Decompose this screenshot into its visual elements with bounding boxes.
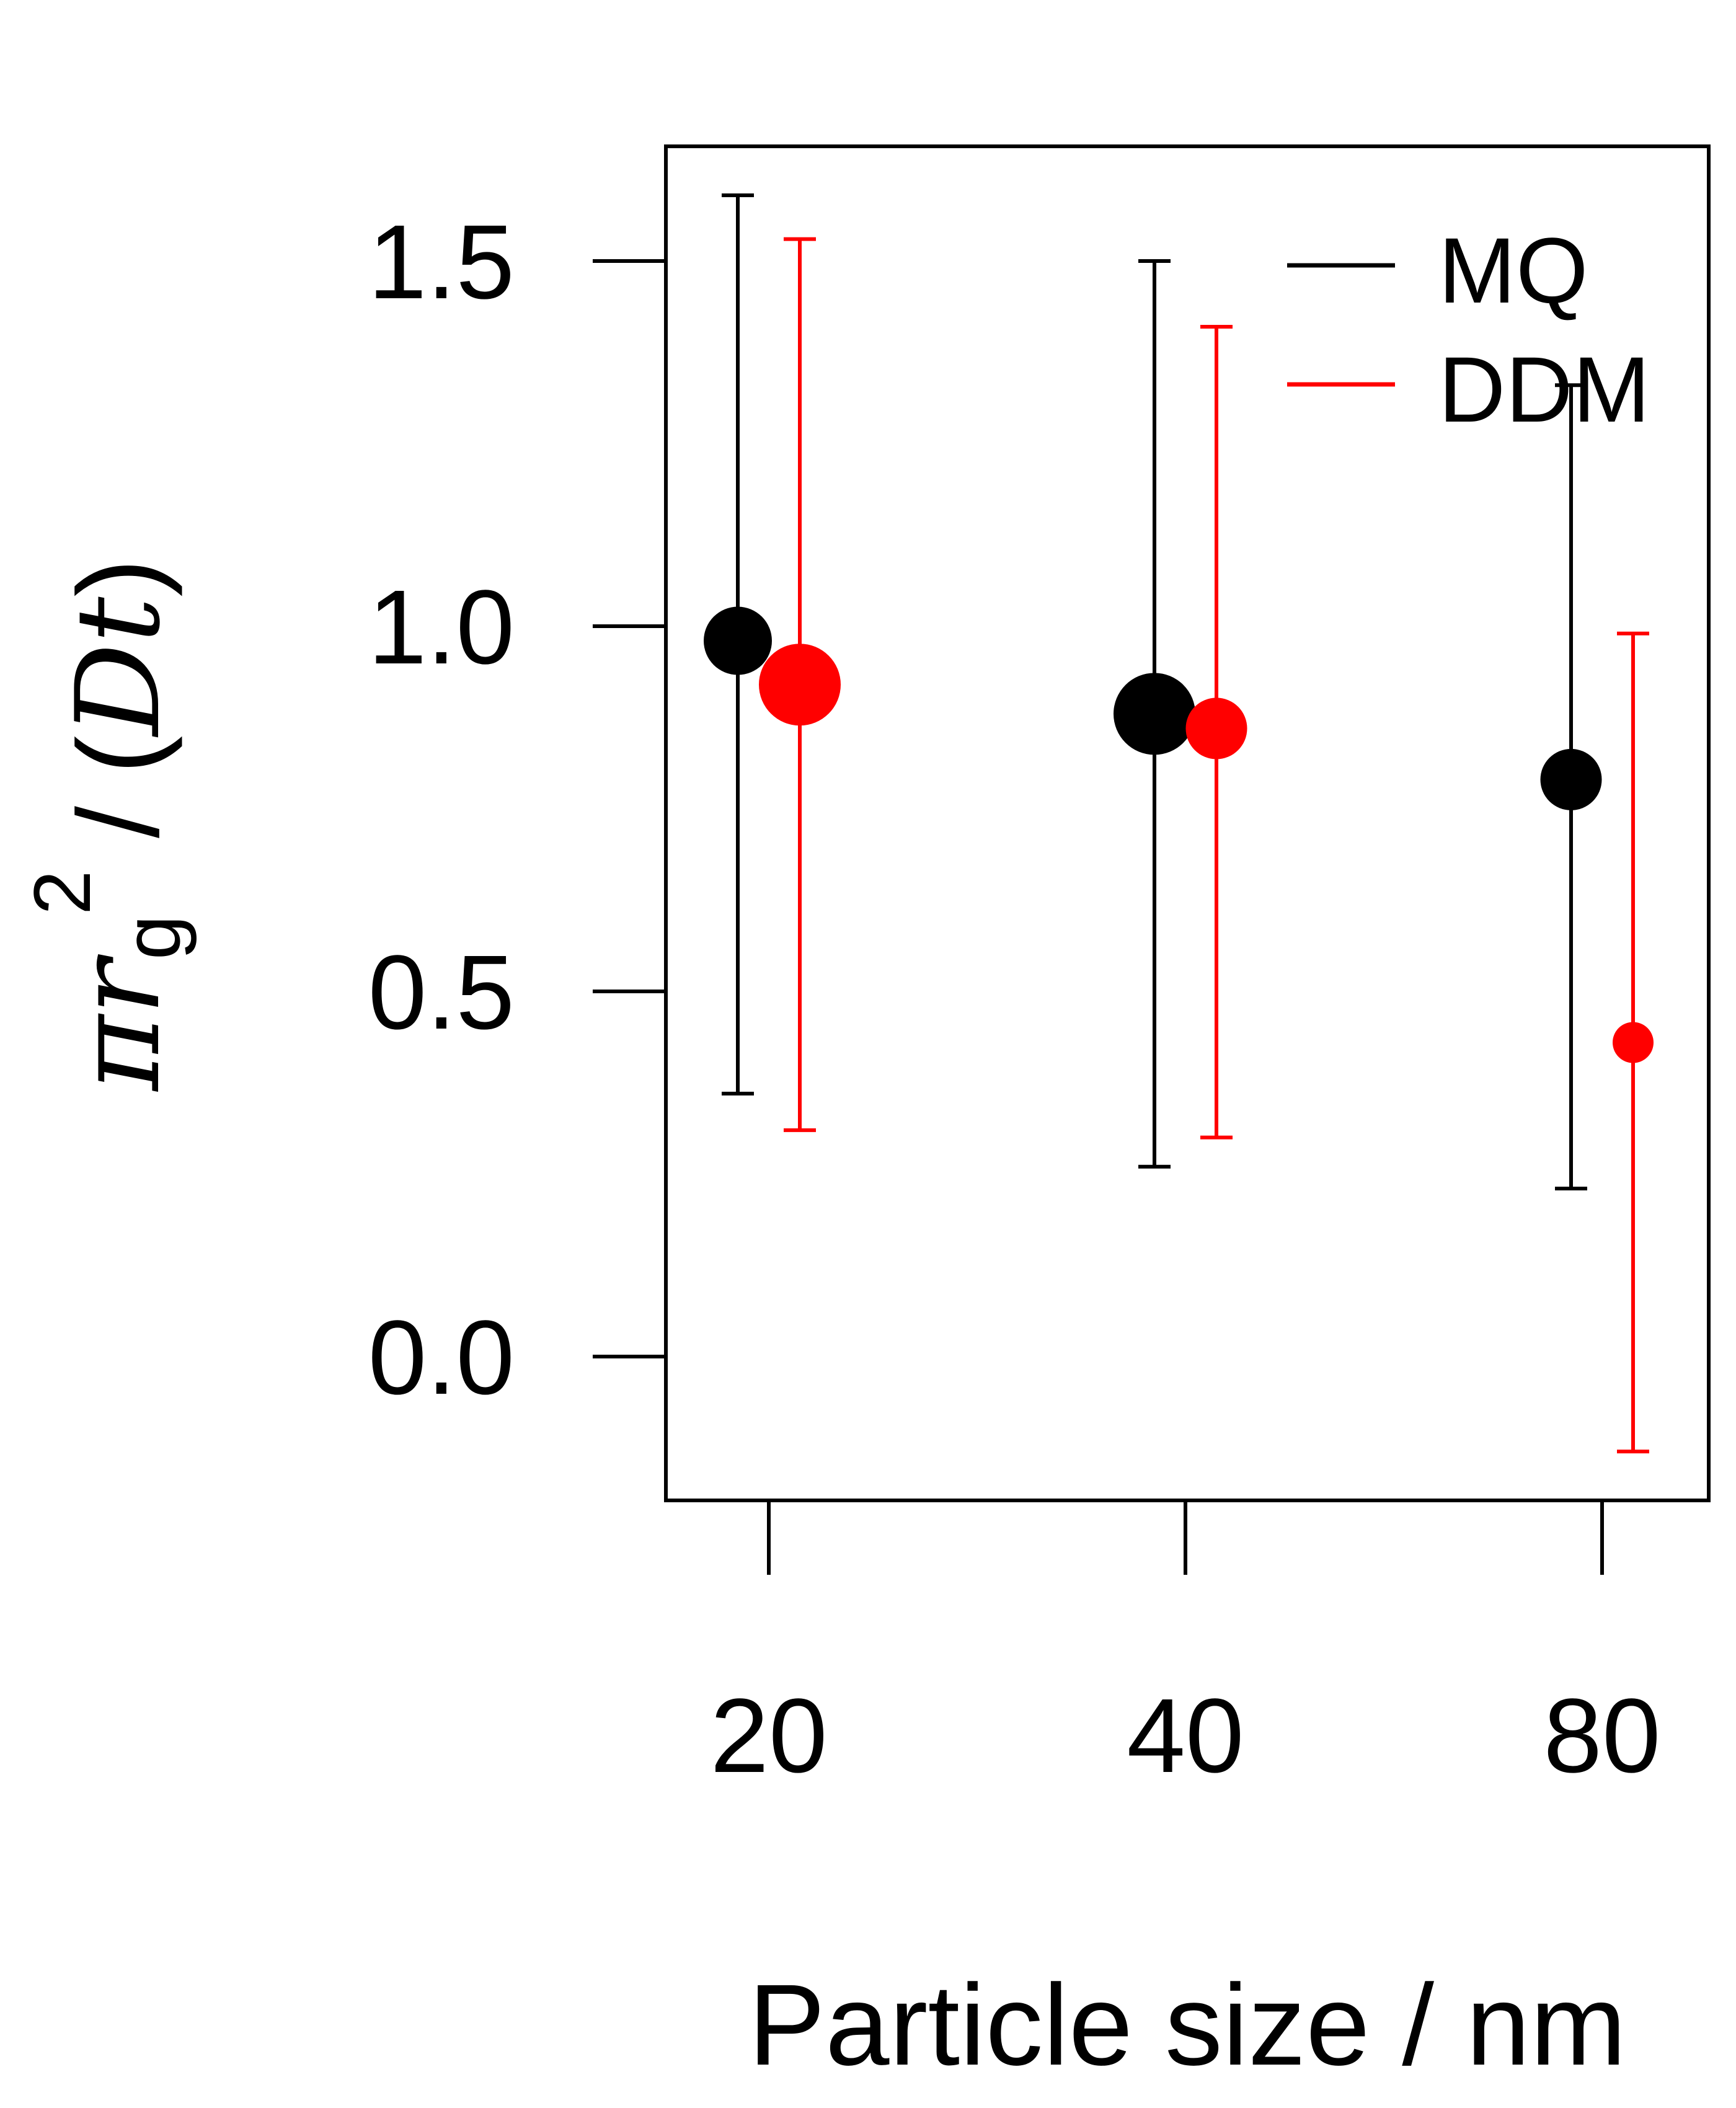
point-ddm-40 xyxy=(1185,698,1247,760)
point-ddm-80 xyxy=(1613,1022,1654,1063)
y-axis: 0.0 0.5 1.0 1.5 xyxy=(368,203,666,1417)
y-tick-label-2: 1.0 xyxy=(368,569,515,686)
x-axis: 20 40 80 xyxy=(710,1500,1661,1795)
ylabel-divider: / ( xyxy=(55,736,183,870)
point-mq-20 xyxy=(704,606,772,675)
x-axis-title: Particle size / nm xyxy=(748,1961,1626,2089)
legend-label-mq: MQ xyxy=(1438,218,1588,322)
point-mq-80 xyxy=(1540,748,1602,810)
legend: MQ DDM xyxy=(1287,218,1650,441)
y-axis-title: πrg2 / (Dt) xyxy=(17,559,197,1092)
ylabel-close-paren: ) xyxy=(55,559,183,597)
ylabel-pi: π xyxy=(51,1013,185,1092)
ylabel-D: D xyxy=(51,643,185,737)
y-tick-label-3: 1.5 xyxy=(368,203,515,321)
ylabel-t: t xyxy=(51,596,185,643)
legend-label-ddm: DDM xyxy=(1438,337,1650,441)
ylabel-superscript-2: 2 xyxy=(17,870,107,915)
data-marks xyxy=(704,193,1654,1454)
x-tick-label-20: 20 xyxy=(710,1677,827,1795)
x-tick-label-80: 80 xyxy=(1543,1677,1660,1795)
point-ddm-20 xyxy=(759,644,841,726)
ylabel-subscript-g: g xyxy=(107,915,197,960)
point-mq-40 xyxy=(1114,673,1195,755)
svg-text:πrg2 / (Dt): πrg2 / (Dt) xyxy=(17,559,197,1092)
y-tick-label-0: 0.0 xyxy=(368,1299,515,1417)
ylabel-r: r xyxy=(51,954,185,1015)
x-tick-label-40: 40 xyxy=(1127,1677,1244,1795)
y-tick-label-1: 0.5 xyxy=(368,934,515,1052)
